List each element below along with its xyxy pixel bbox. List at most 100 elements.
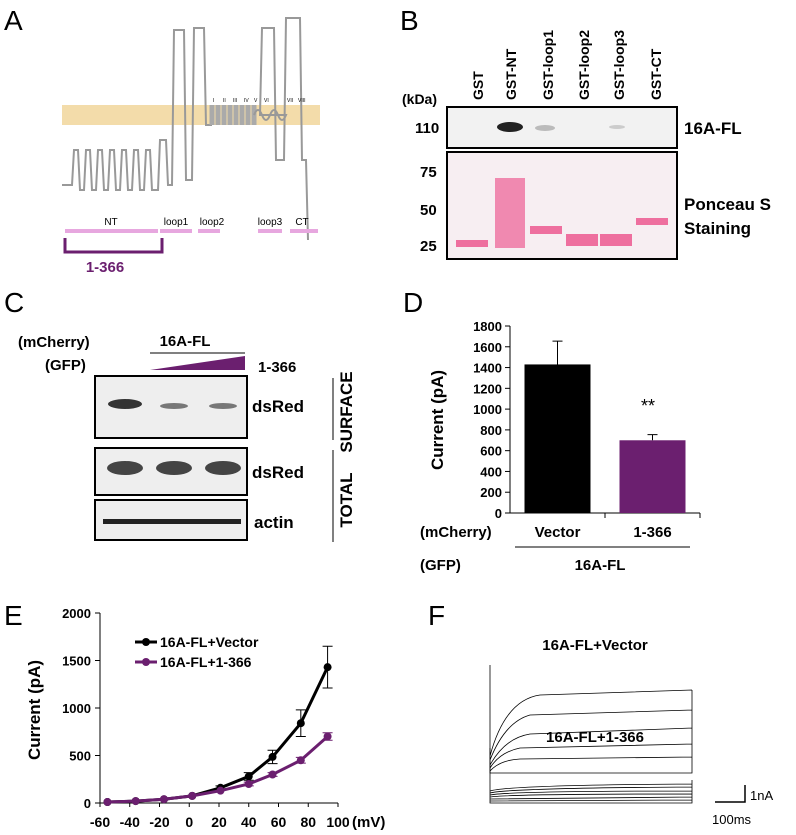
segment-label: loop1 (164, 217, 189, 228)
segment-bar (160, 229, 192, 233)
blot-label: actin (254, 513, 294, 532)
y-tick-label: 1000 (62, 701, 91, 716)
lane-label: GST-CT (648, 48, 664, 100)
y-tick-label: 500 (69, 749, 91, 764)
band (205, 461, 241, 475)
y-axis-label: Current (pA) (428, 370, 447, 470)
topology-line (253, 17, 309, 241)
blot-label: Ponceau S (684, 195, 771, 214)
fragment-bracket (63, 238, 164, 254)
marker-label: 75 (420, 164, 437, 181)
panel-label: C (4, 287, 24, 318)
y-tick-label: 0 (84, 796, 91, 811)
tm-label: V (254, 98, 258, 104)
point (268, 770, 277, 779)
scale-label: 100ms (712, 812, 752, 827)
point (216, 786, 225, 795)
significance: ** (641, 396, 655, 416)
point (159, 795, 168, 804)
fragment-label: 1-366 (86, 259, 124, 276)
x-axis-label: (mV) (352, 814, 385, 831)
y-tick-label: 1500 (62, 654, 91, 669)
panel-label: A (4, 5, 23, 36)
row-label: (GFP) (420, 557, 461, 574)
marker-label: 110 (415, 120, 439, 137)
trace-title: 16A-FL+Vector (542, 637, 648, 654)
marker-label: 50 (420, 202, 437, 219)
band (636, 218, 668, 225)
point (244, 780, 253, 788)
segment-label: CT (295, 217, 308, 228)
band (495, 178, 525, 248)
legend-marker (142, 638, 150, 646)
unit-label: (kDa) (402, 91, 437, 107)
lane-label: GST (470, 71, 486, 100)
blot (446, 106, 678, 149)
band (209, 403, 237, 409)
error-bar (647, 434, 658, 441)
blot-label: dsRed (252, 463, 304, 482)
point (103, 798, 112, 807)
bar (619, 440, 686, 513)
band (600, 234, 632, 246)
band (108, 399, 142, 409)
band (107, 461, 143, 475)
tm-label: I (213, 98, 214, 104)
fraction-label: SURFACE (337, 371, 356, 452)
row-label: (mCherry) (420, 524, 492, 541)
x-tick-label: 1-366 (633, 524, 671, 541)
band (103, 519, 241, 524)
point (296, 756, 305, 765)
y-tick-label: 0 (495, 506, 502, 521)
band (566, 234, 598, 246)
topology-line (62, 27, 212, 191)
gradient-wedge (150, 356, 245, 370)
y-tick-label: 2000 (62, 606, 91, 621)
x-tick-label: 0 (185, 814, 193, 830)
lane-label: GST-loop1 (540, 30, 556, 100)
panel-label: F (428, 600, 445, 631)
blot-label: Staining (684, 219, 751, 238)
y-tick-label: 1400 (473, 361, 502, 376)
y-tick-label: 400 (480, 464, 502, 479)
blot-label: dsRed (252, 397, 304, 416)
tm-label: VI (264, 98, 269, 104)
scale-label: 1nA (750, 788, 773, 803)
fragment-label: 1-366 (258, 359, 296, 376)
construct-label: 16A-FL (160, 333, 211, 350)
segment-bar (198, 229, 220, 233)
legend-marker (142, 658, 150, 666)
point (323, 732, 332, 741)
x-tick-label: Vector (535, 524, 581, 541)
band (156, 461, 192, 475)
row-label: (mCherry) (18, 334, 90, 351)
row-label: (GFP) (45, 357, 86, 374)
y-tick-label: 600 (480, 444, 502, 459)
band (609, 125, 625, 129)
x-tick-label: -40 (120, 814, 140, 830)
point (323, 663, 332, 672)
marker-label: 25 (420, 238, 437, 255)
x-tick-label: -60 (90, 814, 110, 830)
y-axis-label: Current (pA) (25, 660, 44, 760)
scale-bar (715, 785, 746, 803)
point (244, 772, 253, 781)
tm-label: II (223, 98, 226, 104)
tm-label: VIII (298, 98, 306, 104)
x-tick-label: 60 (271, 814, 287, 830)
x-tick-label: 80 (300, 814, 316, 830)
panel-label: E (4, 600, 23, 631)
bar (524, 364, 591, 513)
segment-bar (290, 229, 318, 233)
segment-label: loop3 (258, 217, 283, 228)
band (530, 226, 562, 234)
segment-bar (65, 229, 158, 233)
lane-label: GST-loop3 (611, 30, 627, 100)
y-tick-label: 1000 (473, 402, 502, 417)
group-label: 16A-FL (575, 557, 626, 574)
band (160, 403, 188, 409)
current-traces (489, 748, 693, 804)
error-bar (552, 340, 563, 365)
x-tick-label: 40 (241, 814, 257, 830)
segment-label: loop2 (200, 217, 225, 228)
